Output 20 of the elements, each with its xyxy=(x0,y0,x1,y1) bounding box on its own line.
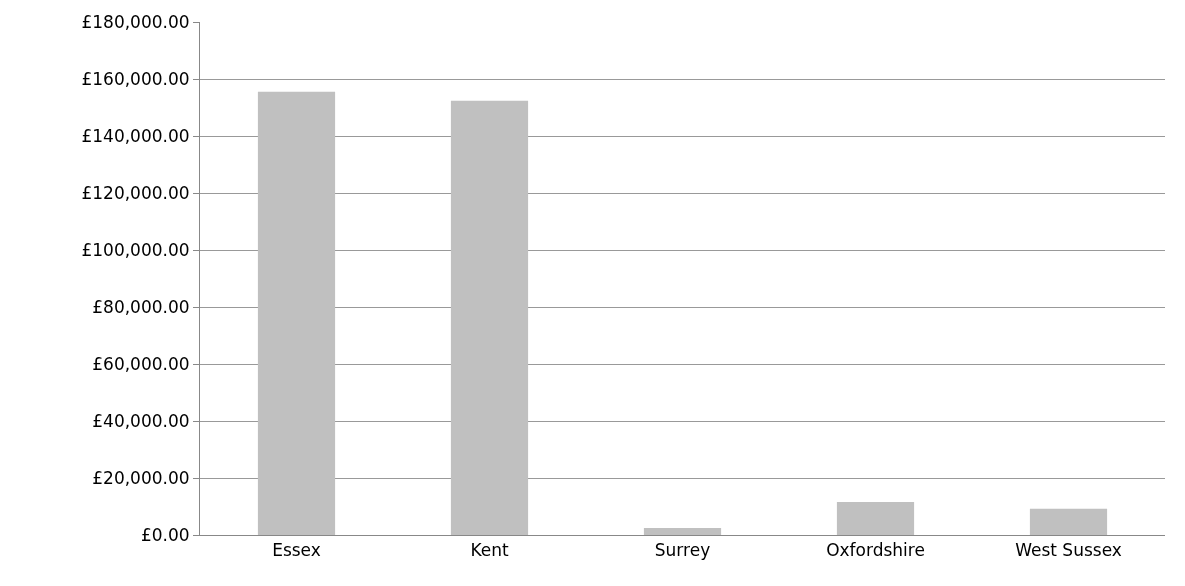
y-tick-label: £40,000.00 xyxy=(92,410,190,431)
x-tick-label: Essex xyxy=(272,540,321,561)
bar xyxy=(450,100,529,535)
bar xyxy=(643,527,722,535)
y-tick-label: £120,000.00 xyxy=(81,182,190,203)
y-tick-label: £160,000.00 xyxy=(81,68,190,89)
y-tick-label: £20,000.00 xyxy=(92,467,190,488)
x-tick-label: West Sussex xyxy=(1015,540,1122,561)
bar xyxy=(1029,508,1108,535)
x-tick-label: Kent xyxy=(470,540,509,561)
y-tick-label: £140,000.00 xyxy=(81,125,190,146)
y-tick-label: £60,000.00 xyxy=(92,353,190,374)
y-tick-label: £180,000.00 xyxy=(81,11,190,32)
bar xyxy=(257,91,336,535)
y-tick-label: £100,000.00 xyxy=(81,239,190,260)
x-tick-label: Surrey xyxy=(654,540,711,561)
x-tick-label: Oxfordshire xyxy=(826,540,925,561)
y-tick-label: £0.00 xyxy=(140,524,190,545)
bar xyxy=(836,501,915,535)
y-tick-label: £80,000.00 xyxy=(92,296,190,317)
